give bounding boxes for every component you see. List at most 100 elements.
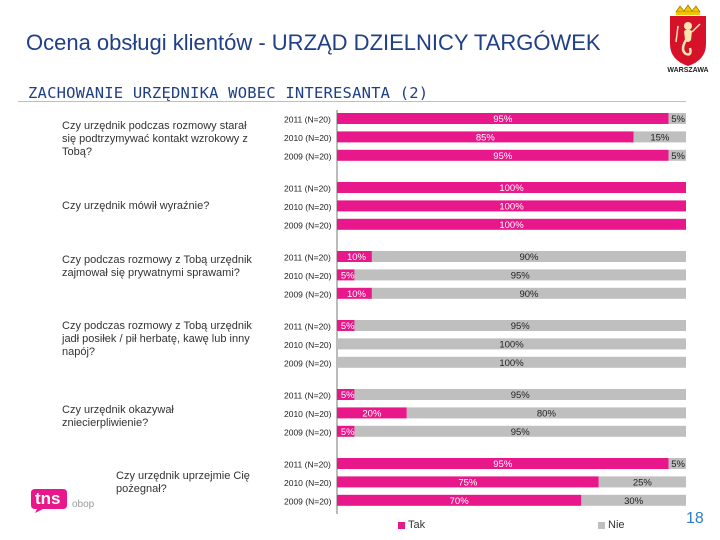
bar-tak: [337, 407, 407, 419]
bar-nie: [668, 113, 686, 124]
data-label-nie: 95%: [511, 321, 531, 332]
data-label-tak: 70%: [450, 496, 470, 507]
bar-tak: [337, 149, 669, 161]
data-label-tak: 95%: [493, 459, 513, 470]
row-label: 2009 (N=20): [284, 496, 332, 506]
row-label: 2011 (N=20): [284, 184, 331, 194]
data-label-nie: 95%: [511, 427, 531, 438]
bar-tak: [337, 320, 355, 331]
data-label-nie: 95%: [511, 390, 531, 401]
data-label-nie: 30%: [624, 496, 644, 507]
data-label-nie: 5%: [671, 114, 685, 125]
bar-tak: [337, 425, 355, 437]
tns-logo-text: tns: [35, 489, 61, 508]
data-label-tak: 10%: [347, 252, 367, 263]
legend-item-tak: Tak: [398, 519, 425, 531]
warsaw-crest-logo: [664, 4, 712, 82]
header-divider: [18, 101, 686, 102]
row-label: 2011 (N=20): [284, 391, 331, 401]
bar-nie: [633, 131, 686, 143]
data-label-tak: 100%: [499, 201, 524, 212]
legend-swatch-nie: [598, 521, 605, 529]
bar-tak: [337, 251, 372, 262]
question-2: Czy urzędnik mówił wyraźnie?: [62, 200, 210, 212]
bar-tak: [337, 458, 669, 469]
data-label-tak: 100%: [499, 183, 524, 194]
bar-tak: [337, 113, 669, 124]
question-4: Czy podczas rozmowy z Tobą urzędnik jadł…: [62, 320, 252, 358]
row-label: 2010 (N=20): [284, 202, 332, 212]
section-subtitle: ZACHOWANIE URZĘDNIKA WOBEC INTERESANTA (…: [28, 84, 429, 102]
bar-nie: [354, 425, 686, 437]
question-3: Czy podczas rozmowy z Tobą urzędnik zajm…: [62, 254, 252, 279]
tns-logo: tns obop: [29, 487, 94, 513]
crest-icon: [670, 4, 706, 66]
bar-nie: [337, 338, 686, 350]
bar-tak: [337, 218, 686, 230]
page-number: 18: [686, 510, 704, 527]
bar-tak: [337, 182, 686, 193]
row-label: 2010 (N=20): [284, 409, 332, 419]
tns-logo-mark: tns: [29, 487, 69, 513]
data-label-nie: 25%: [633, 477, 653, 488]
question-1: Czy urzędnik podczas rozmowy starał się …: [62, 120, 248, 158]
data-label-nie: 90%: [519, 289, 539, 300]
bar-nie: [581, 494, 686, 506]
row-label: 2011 (N=20): [284, 253, 331, 263]
data-label-tak: 100%: [499, 220, 524, 231]
data-label-nie: 15%: [650, 132, 670, 143]
row-label: 2009 (N=20): [284, 220, 332, 230]
bar-tak: [337, 200, 686, 212]
data-label-tak: 10%: [347, 289, 367, 300]
row-label: 2009 (N=20): [284, 151, 332, 161]
tns-mark-icon: [31, 489, 67, 513]
data-label-tak: 75%: [458, 477, 478, 488]
bar-tak: [337, 389, 355, 400]
row-label: 2010 (N=20): [284, 271, 332, 281]
data-label-tak: 5%: [341, 321, 355, 332]
bar-tak: [337, 131, 634, 143]
data-label-tak: 20%: [362, 408, 382, 419]
bar-nie: [354, 320, 686, 331]
bar-nie: [668, 149, 686, 161]
data-label-tak: 5%: [341, 427, 355, 438]
data-label-nie: 95%: [511, 270, 531, 281]
bar-tak: [337, 476, 599, 488]
row-label: 2011 (N=20): [284, 322, 331, 332]
row-label: 2009 (N=20): [284, 358, 332, 368]
city-name: WARSZAWA: [667, 67, 709, 74]
legend-item-nie: Nie: [598, 519, 625, 531]
bar-tak: [337, 269, 355, 281]
data-label-nie: 100%: [499, 339, 524, 350]
legend-swatch-tak: [398, 521, 405, 529]
data-label-nie: 5%: [671, 151, 685, 162]
data-label-nie: 5%: [671, 459, 685, 470]
data-label-tak: 85%: [476, 132, 496, 143]
row-label: 2011 (N=20): [284, 115, 331, 125]
bar-nie: [371, 287, 686, 299]
bar-tak: [337, 287, 372, 299]
question-5: Czy urzędnik okazywał zniecierpliwienie?: [62, 404, 174, 429]
data-label-tak: 95%: [493, 114, 513, 125]
bar-nie: [337, 356, 686, 368]
tns-logo-sub: obop: [72, 498, 95, 510]
legend-label-tak: Tak: [408, 519, 426, 531]
data-label-nie: 90%: [519, 252, 539, 263]
bar-nie: [371, 251, 686, 262]
bar-nie: [668, 458, 686, 469]
row-label: 2010 (N=20): [284, 133, 332, 143]
row-label: 2009 (N=20): [284, 289, 332, 299]
legend-label-nie: Nie: [608, 519, 625, 531]
page-title: Ocena obsługi klientów - URZĄD DZIELNICY…: [26, 30, 601, 55]
row-label: 2010 (N=20): [284, 340, 332, 350]
bar-nie: [354, 389, 686, 400]
row-label: 2011 (N=20): [284, 460, 331, 470]
row-label: 2010 (N=20): [284, 478, 332, 488]
question-6: Czy urzędnik uprzejmie Cię pożegnał?: [116, 470, 250, 495]
row-label: 2009 (N=20): [284, 427, 332, 437]
data-label-tak: 5%: [341, 390, 355, 401]
data-label-tak: 95%: [493, 151, 513, 162]
bar-nie: [598, 476, 686, 488]
data-label-tak: 5%: [341, 270, 355, 281]
